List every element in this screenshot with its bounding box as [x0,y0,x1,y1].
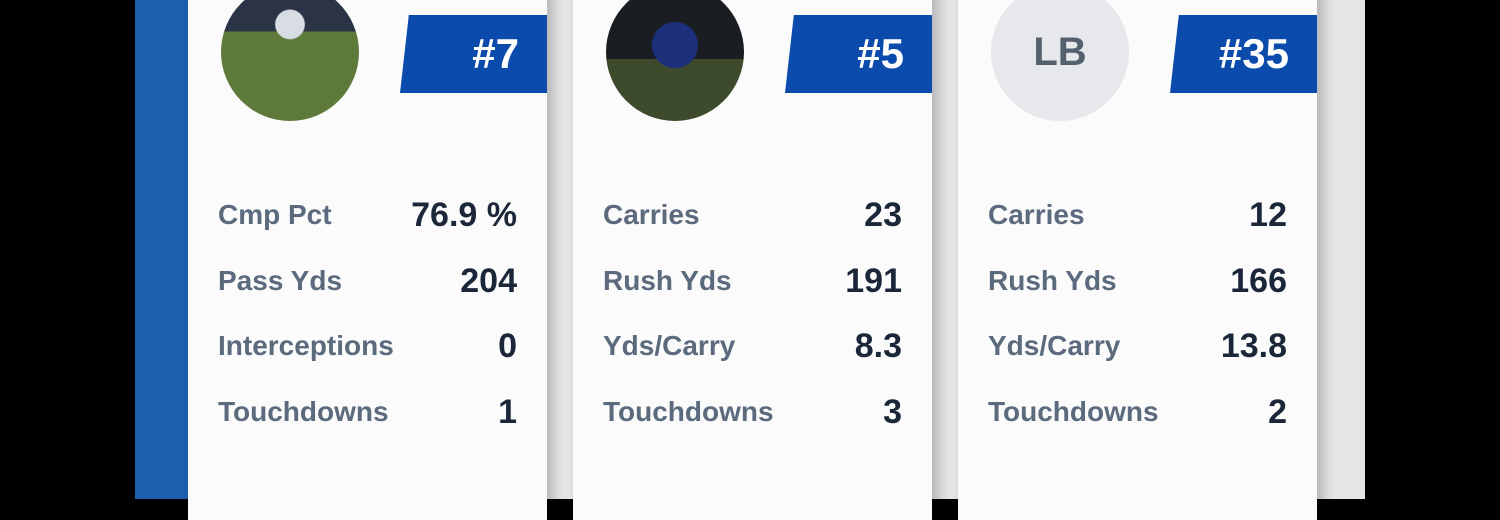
stat-row: Yds/Carry 13.8 [988,326,1287,366]
player-card[interactable]: #5 Carries 23 Rush Yds 191 Yds/Carry 8.3 Touchd… [573,0,932,520]
side-strip [135,0,188,499]
stat-value: 3 [883,392,902,431]
stat-label: Touchdowns [603,395,774,427]
stat-label: Carries [603,199,700,230]
stat-value: 2 [1268,392,1287,431]
stat-value: 23 [864,196,902,234]
stat-label: Touchdowns [988,395,1159,427]
stat-label: Cmp Pct [218,199,332,230]
stat-row: Carries 23 [603,195,902,235]
stat-value: 8.3 [854,327,902,365]
jersey-number: #7 [472,30,519,77]
stat-row: Touchdowns 2 [988,392,1287,432]
stat-row: Interceptions 0 [218,326,517,366]
jersey-badge: #5 [785,15,932,93]
jersey-number: #5 [857,30,904,77]
stat-value: 76.9 % [411,196,517,234]
stat-label: Yds/Carry [603,330,736,361]
stat-label: Interceptions [218,330,394,361]
stat-value: 0 [498,327,517,365]
avatar-photo [606,0,744,121]
stat-label: Rush Yds [603,264,732,296]
screen: #7 Cmp Pct 76.9 % Pass Yds 204 Interceptions 0… [135,0,1365,520]
jersey-number: #35 [1218,30,1289,77]
stat-row: Rush Yds 191 [603,261,902,301]
stat-row: Yds/Carry 8.3 [603,326,902,366]
jersey-badge: #35 [1170,15,1317,93]
stat-row: Touchdowns 1 [218,392,517,432]
page: #7 Cmp Pct 76.9 % Pass Yds 204 Interceptions 0… [135,0,1365,520]
stat-value: 13.8 [1220,327,1287,365]
player-card[interactable]: #7 Cmp Pct 76.9 % Pass Yds 204 Interceptions 0… [188,0,547,520]
stat-label: Touchdowns [218,395,389,427]
avatar-photo [221,0,359,121]
stat-value: 12 [1249,196,1287,234]
stat-value: 166 [1230,261,1287,300]
stat-row: Pass Yds 204 [218,261,517,301]
stat-value: 1 [498,392,517,431]
stat-row: Rush Yds 166 [988,261,1287,301]
jersey-badge: #7 [400,15,547,93]
stat-row: Touchdowns 3 [603,392,902,432]
avatar: LB [991,0,1129,121]
stat-value: 191 [845,261,902,300]
stat-label: Yds/Carry [988,330,1121,361]
stat-label: Carries [988,199,1085,230]
stat-row: Cmp Pct 76.9 % [218,195,517,235]
stat-label: Rush Yds [988,264,1117,296]
stat-row: Carries 12 [988,195,1287,235]
stat-label: Pass Yds [218,264,343,296]
player-card[interactable]: #35 LB Carries 12 Rush Yds 166 Yds/Carry 13.8 To… [958,0,1317,520]
stat-value: 204 [460,261,517,300]
